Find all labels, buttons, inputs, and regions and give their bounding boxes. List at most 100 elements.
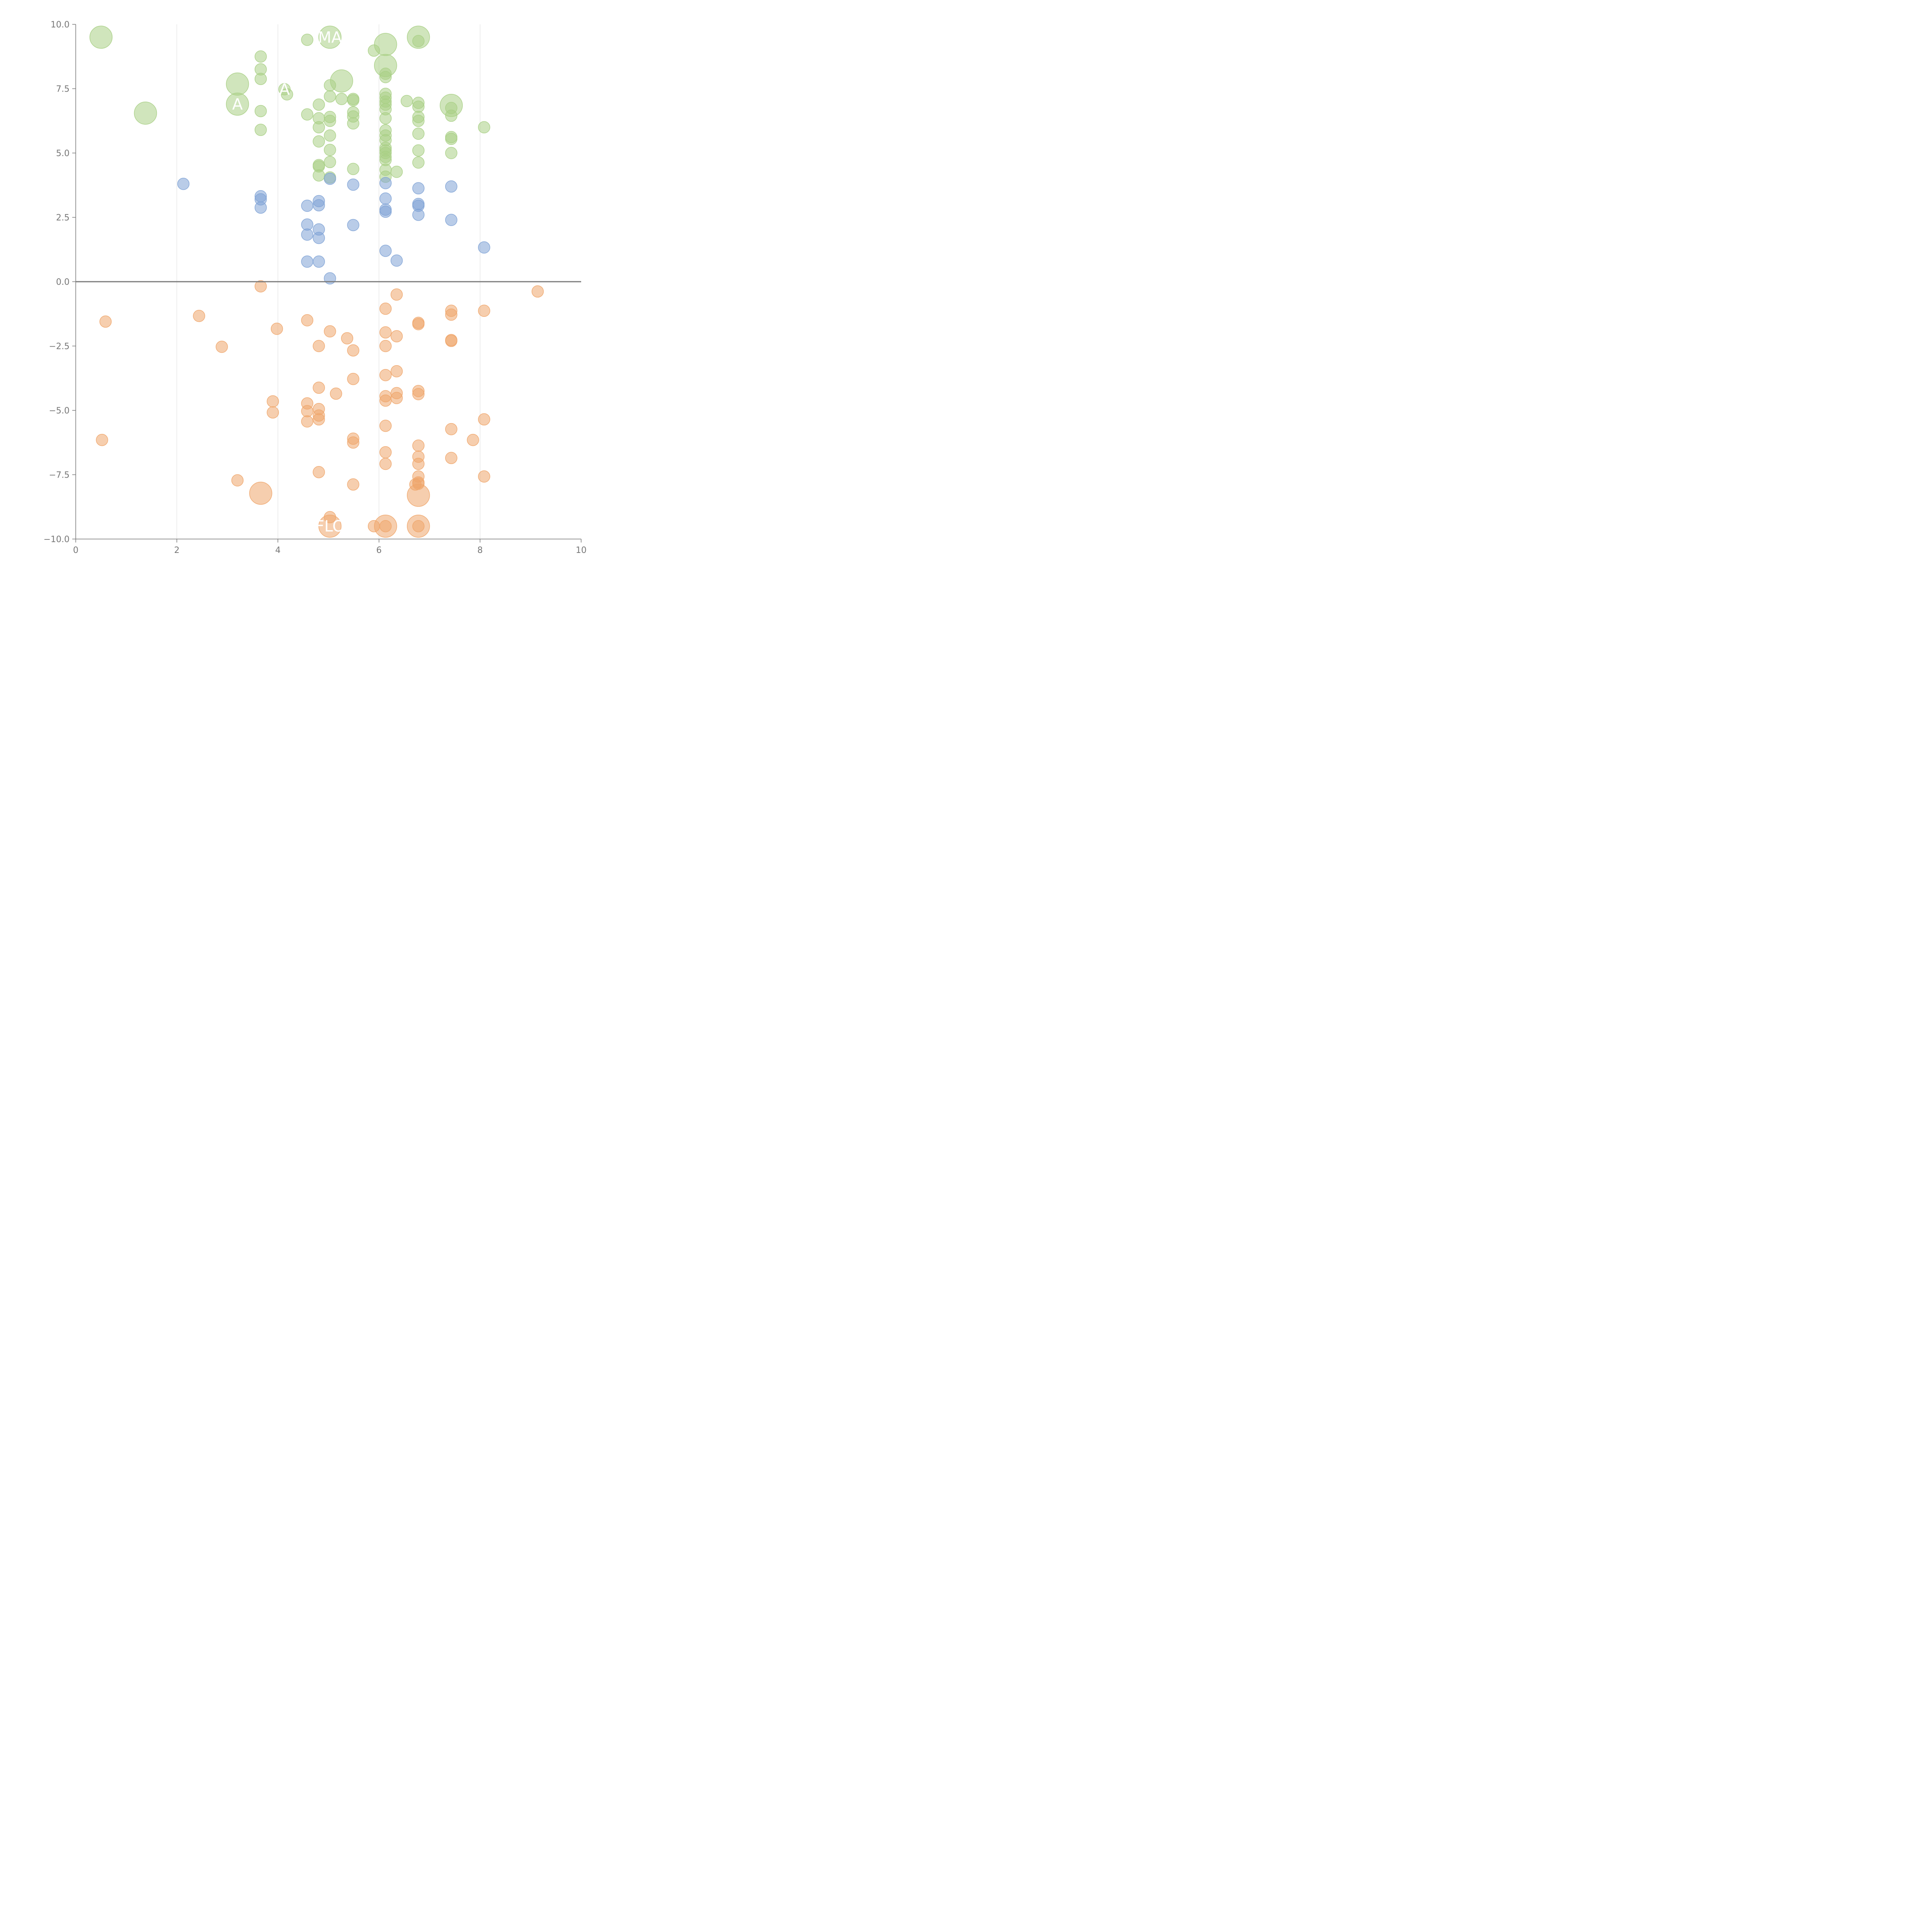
- data-point: [216, 340, 228, 353]
- data-point: [254, 124, 267, 136]
- annotation-label: MA: [318, 29, 342, 46]
- data-point: [445, 180, 457, 193]
- data-point: [313, 340, 325, 352]
- annotations: MA A A FLO: [232, 29, 345, 535]
- data-point: [301, 228, 313, 241]
- data-point: [390, 330, 403, 342]
- data-point: [226, 72, 249, 96]
- data-point: [134, 102, 157, 125]
- data-point: [313, 381, 325, 394]
- data-point: [313, 199, 325, 211]
- data-point: [445, 423, 457, 435]
- data-point: [412, 182, 425, 194]
- data-point: [324, 172, 336, 185]
- data-point: [324, 90, 336, 103]
- data-point: [193, 310, 205, 322]
- data-point: [478, 413, 490, 426]
- data-point: [249, 481, 272, 505]
- data-point: [379, 420, 392, 432]
- y-tick-label: 10.0: [51, 20, 70, 30]
- data-point: [379, 394, 392, 407]
- data-point: [313, 169, 325, 182]
- y-tick-label: 2.5: [56, 213, 70, 223]
- data-point: [347, 478, 359, 491]
- data-point: [379, 340, 392, 352]
- data-point: [254, 105, 267, 117]
- data-point: [270, 323, 283, 335]
- data-point: [390, 365, 403, 378]
- data-point: [324, 144, 336, 156]
- data-point: [301, 199, 313, 212]
- data-point: [445, 335, 457, 347]
- data-point: [313, 232, 325, 244]
- data-point: [478, 470, 490, 483]
- data-point: [379, 446, 392, 459]
- data-point: [379, 177, 392, 189]
- data-point: [313, 413, 325, 426]
- data-point: [324, 272, 336, 285]
- data-point: [379, 192, 392, 205]
- data-point: [467, 434, 479, 446]
- data-point: [341, 332, 354, 345]
- data-point: [301, 34, 313, 46]
- x-tick-label: 0: [73, 546, 78, 555]
- data-point: [379, 112, 392, 124]
- data-point: [347, 372, 359, 385]
- data-point: [267, 395, 279, 408]
- data-point: [99, 315, 112, 328]
- data-point: [379, 520, 392, 532]
- data-point: [313, 135, 325, 148]
- data-point: [379, 303, 392, 315]
- data-point: [445, 452, 457, 464]
- data-point: [379, 457, 392, 470]
- data-point: [301, 314, 313, 327]
- data-point: [313, 121, 325, 134]
- data-point: [412, 209, 425, 221]
- data-point: [231, 474, 244, 486]
- x-tick-label: 4: [275, 546, 281, 555]
- data-point: [347, 344, 359, 357]
- data-point: [379, 206, 392, 218]
- data-point: [531, 285, 544, 298]
- data-point: [379, 369, 392, 381]
- data-point: [324, 156, 336, 168]
- data-point: [318, 26, 342, 49]
- data-point: [347, 436, 359, 449]
- axes: 10.0 7.5 5.0 2.5 0.0 −2.5 −5.0 −7.5 −10.00 2 4 6 8 10: [44, 20, 587, 555]
- data-point: [445, 147, 457, 159]
- data-point: [390, 288, 403, 301]
- scatter-chart: 10.07.55.02.50.0−2.5−5.0−7.5−10.00 2 4 6 8 10…: [44, 20, 587, 555]
- annotation-label: A: [232, 95, 243, 113]
- data-point: [324, 79, 336, 92]
- x-tick-label: 6: [376, 546, 382, 555]
- data-point: [324, 325, 336, 338]
- data-point: [254, 50, 267, 63]
- data-point: [412, 100, 425, 113]
- data-point: [96, 434, 108, 446]
- data-point: [267, 406, 279, 419]
- data-point: [445, 133, 457, 145]
- data-point: [335, 93, 348, 105]
- y-tick-label: 5.0: [56, 149, 70, 158]
- y-tick-label: −10.0: [44, 535, 70, 544]
- data-point: [412, 144, 425, 157]
- data-point: [177, 178, 190, 190]
- data-point: [347, 94, 359, 107]
- data-point: [412, 115, 425, 127]
- data-points: [89, 26, 544, 538]
- data-point: [478, 241, 490, 254]
- data-point: [324, 511, 336, 524]
- data-point: [226, 92, 249, 116]
- data-point: [412, 156, 425, 169]
- data-point: [301, 415, 313, 428]
- data-point: [445, 214, 457, 226]
- data-point: [347, 117, 359, 130]
- data-point: [324, 115, 336, 127]
- data-point: [301, 108, 313, 121]
- data-point: [313, 99, 325, 111]
- x-tick-label: 8: [477, 546, 483, 555]
- data-point: [379, 326, 392, 338]
- data-point: [330, 387, 342, 400]
- x-tick-label: 2: [174, 546, 180, 555]
- data-point: [390, 165, 403, 178]
